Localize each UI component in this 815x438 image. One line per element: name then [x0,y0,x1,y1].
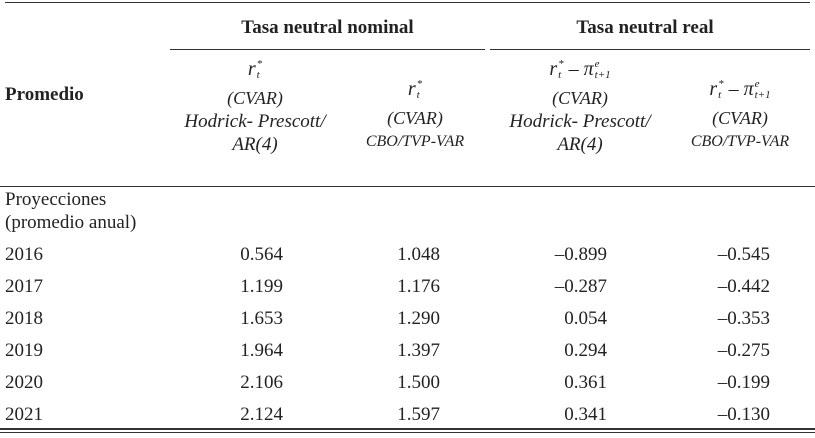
formula-symbol: – π [563,58,594,80]
bottom-rule [0,428,815,430]
group-header: Tasa neutral nominal [241,17,414,38]
column-header: r * t – π e t+1 (CVAR) Hodrick- Prescott/AR(4) [495,58,665,156]
header-rule [0,186,815,187]
cell-value: –0.130 [717,404,770,425]
cell-value: –0.899 [554,244,607,265]
row-label: 2018 [5,308,43,329]
subscript: t [558,68,562,81]
cell-value: 0.361 [564,372,607,393]
group-header: Tasa neutral real [576,17,714,38]
formula-indices: * t [558,57,564,81]
formula: r * t [248,58,262,81]
formula: r * t [408,78,422,101]
formula-indices: * t [718,77,724,101]
cell-value: 1.597 [397,404,440,425]
cell-value: 0.341 [564,404,607,425]
formula-indices: * t [416,77,423,101]
cell-value: –0.287 [554,276,607,297]
group-rule [170,49,485,50]
cell-value: 0.054 [564,308,607,329]
subscript: t [256,68,260,81]
section-label: (promedio anual) [5,212,137,233]
cell-value: 1.290 [397,308,440,329]
superscript: * [256,57,263,70]
cell-value: 1.048 [397,244,440,265]
formula: r * t – π e t+1 [549,58,610,81]
row-label: 2021 [5,404,43,425]
formula-symbol: r [549,58,558,80]
column-header: r * t – π e t+1 (CVAR) CBO/TVP-VAR [670,78,810,153]
row-header: Promedio [5,84,84,105]
formula-indices: * t [256,57,263,81]
subscript: t [718,88,722,101]
group-rule [490,49,810,50]
superscript: * [718,77,724,90]
cell-value: 0.294 [564,340,607,361]
cell-value: 1.199 [240,276,283,297]
cell-value: 1.500 [397,372,440,393]
superscript: * [416,77,423,90]
top-rule [5,2,810,3]
cell-value: –0.199 [717,372,770,393]
subscript: t+1 [754,88,771,101]
model-label: (CVAR) [552,88,608,108]
section-label: Proyecciones [5,189,107,210]
method-label: CBO/TVP-VAR [690,133,790,150]
cell-value: 2.124 [240,404,283,425]
formula-symbol: r [407,78,416,100]
method-label: Hodrick- Prescott/ [509,111,651,132]
cell-value: 1.176 [397,276,440,297]
model-label: (CVAR) [387,108,443,128]
cell-value: 1.653 [240,308,283,329]
formula-symbol: r [247,58,256,80]
column-header: r * t (CVAR) Hodrick- Prescott/AR(4) [170,58,340,156]
row-label: 2017 [5,276,43,297]
row-label: 2016 [5,244,43,265]
method-label: AR(4) [557,134,603,155]
row-label: 2019 [5,340,43,361]
model-label: (CVAR) [712,108,768,128]
superscript: e [754,77,760,90]
row-label: 2020 [5,372,43,393]
cell-value: 0.564 [240,244,283,265]
cell-value: 1.964 [240,340,283,361]
superscript: e [594,57,600,70]
cell-value: –0.353 [717,308,770,329]
cell-value: –0.545 [717,244,770,265]
method-label: Hodrick- Prescott/ [184,111,326,132]
superscript: * [558,57,564,70]
cell-value: –0.275 [717,340,770,361]
formula-indices: e t+1 [754,77,771,101]
cell-value: 2.106 [240,372,283,393]
formula-symbol: r [709,78,718,100]
formula-symbol: – π [723,78,754,100]
subscript: t+1 [594,68,611,81]
column-header: r * t (CVAR) CBO/TVP-VAR [345,78,485,153]
model-label: (CVAR) [227,88,283,108]
formula-indices: e t+1 [594,57,611,81]
cell-value: 1.397 [397,340,440,361]
subscript: t [416,88,420,101]
method-label: AR(4) [232,134,278,155]
bottom-rule [0,432,815,433]
cell-value: –0.442 [717,276,770,297]
method-label: CBO/TVP-VAR [365,133,465,150]
formula: r * t – π e t+1 [709,78,770,101]
